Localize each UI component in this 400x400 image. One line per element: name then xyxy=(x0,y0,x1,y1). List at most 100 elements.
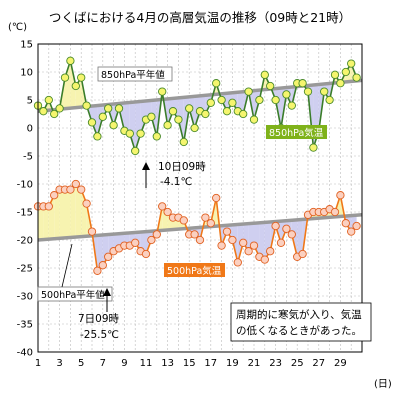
series-500-point xyxy=(239,238,248,247)
series-500-point xyxy=(131,238,140,247)
series-500-point xyxy=(66,185,75,194)
note-line-2: の低くなるときがあった。 xyxy=(236,324,362,337)
x-tick-label: 29 xyxy=(334,358,347,369)
series-500-point xyxy=(77,185,86,194)
annotation-850-min: 10日09時 -4.1℃ xyxy=(142,161,206,188)
y-tick-label: -5 xyxy=(23,152,33,163)
series-500-point xyxy=(71,179,80,189)
series-850-point xyxy=(244,87,253,96)
y-tick-label: -40 xyxy=(17,348,33,359)
series-850-point xyxy=(163,121,172,130)
series-500-point xyxy=(228,235,237,245)
label-500-normal: 500hPa平年値 xyxy=(37,286,113,302)
y-tick-label: -25 xyxy=(17,264,33,275)
series-500-point xyxy=(260,255,269,264)
series-850-point xyxy=(147,112,156,121)
series-850-point xyxy=(341,67,350,77)
series-500-point xyxy=(347,227,356,236)
series-850-point xyxy=(179,137,188,147)
series-850-point xyxy=(217,95,226,105)
x-tick-label: 13 xyxy=(161,358,174,369)
fill-500-warm-fill xyxy=(70,184,76,238)
series-500-point xyxy=(287,230,296,239)
series-850-point xyxy=(325,95,334,105)
series-500-point xyxy=(93,266,102,275)
series-500-point xyxy=(298,249,307,259)
series-850-point xyxy=(55,104,64,113)
series-500-point xyxy=(244,247,253,256)
annotation-500-min-date: 7日09時 xyxy=(78,313,120,325)
series-850-point xyxy=(190,123,199,133)
fill-500-cold-fill xyxy=(232,224,238,263)
series-500-point xyxy=(206,219,215,228)
series-500-point xyxy=(266,247,275,256)
series-500-point xyxy=(104,252,113,261)
series-500-point xyxy=(276,238,286,247)
series-850-point xyxy=(104,104,113,113)
series-850-point xyxy=(66,56,75,65)
series-850-point xyxy=(298,79,307,88)
series-500-point xyxy=(282,224,291,233)
series-850-point xyxy=(303,87,313,96)
x-axis-label: (日) xyxy=(374,379,392,390)
annotation-850-min-date: 10日09時 xyxy=(158,161,206,173)
series-500-point xyxy=(336,191,345,200)
plot-frame xyxy=(37,43,363,353)
series-850-point xyxy=(271,95,280,105)
series-850-point xyxy=(82,101,91,110)
series-850-point xyxy=(336,79,345,88)
fill-500-warm-fill xyxy=(59,189,65,239)
series-850-point xyxy=(114,104,124,113)
series-850-point xyxy=(136,129,145,138)
y-tick-label: -35 xyxy=(17,320,33,331)
fill-500-warm-fill xyxy=(43,206,49,240)
series-850-point xyxy=(347,59,356,68)
series-500-point xyxy=(82,199,91,208)
series-850-point xyxy=(330,70,340,79)
label-850-normal: 850hPa平年値 xyxy=(97,66,173,82)
x-tick-label: 17 xyxy=(204,358,217,369)
x-tick-label: 15 xyxy=(183,358,196,369)
series-500-point xyxy=(163,207,172,217)
series xyxy=(33,56,363,275)
series-850-point xyxy=(174,115,183,124)
label-850-normal-text: 850hPa平年値 xyxy=(101,69,165,81)
series-500-point xyxy=(330,207,340,217)
series-500-point xyxy=(44,202,53,211)
fill-500-cold-fill xyxy=(297,219,303,257)
y-tick-label: 5 xyxy=(27,96,33,107)
label-500-temp: 500hPa気温 xyxy=(164,263,225,277)
series-500-point xyxy=(147,235,156,245)
x-tick-label: 27 xyxy=(312,358,325,369)
fill-500-warm-fill xyxy=(65,189,71,238)
series-850-point xyxy=(87,118,97,127)
series-850-point xyxy=(71,81,80,91)
fill-500-warm-fill xyxy=(38,206,44,240)
note-line-1: 周期的に寒気が入り、気温 xyxy=(236,308,362,321)
label-500-temp-text: 500hPa気温 xyxy=(167,265,222,277)
x-tick-label: 25 xyxy=(291,358,304,369)
series-500-point xyxy=(98,261,107,270)
series-850-point xyxy=(93,132,102,141)
x-tick-label: 5 xyxy=(78,358,84,369)
y-tick-label: 15 xyxy=(20,40,33,51)
series-500-point xyxy=(271,221,280,231)
series-500-point xyxy=(222,227,232,236)
series-850-point xyxy=(168,107,178,116)
series-850-point xyxy=(249,115,259,124)
x-tick-label: 19 xyxy=(226,358,239,369)
x-tick-label: 9 xyxy=(121,358,127,369)
series-500-point xyxy=(352,221,361,231)
series-500-point xyxy=(87,227,97,236)
series-500-point xyxy=(233,258,242,267)
series-500-point xyxy=(341,219,350,228)
y-tick-label: 0 xyxy=(27,124,33,135)
series-850-point xyxy=(152,132,161,141)
fill-500-warm-fill xyxy=(75,184,82,238)
series-500-point xyxy=(50,191,59,200)
series-850-point xyxy=(309,143,318,152)
series-500-point xyxy=(201,213,210,222)
x-tick-label: 21 xyxy=(248,358,261,369)
series-850-point xyxy=(287,101,296,110)
series-850-point xyxy=(109,121,118,130)
